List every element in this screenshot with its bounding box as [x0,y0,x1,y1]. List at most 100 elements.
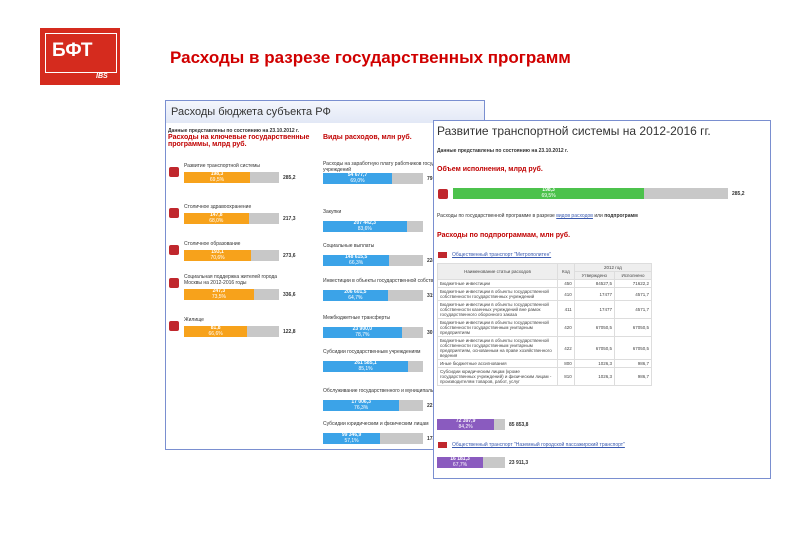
table-row: Иные бюджетные ассигнования 800 1026,3 986,… [437,359,652,368]
table-cell: Бюджетные инвестиции в объекты государст… [437,300,558,319]
link[interactable]: подпрограмм [604,213,638,219]
progress-fill: 261 585,1 85,1% [323,361,409,372]
transport-panel: Развитие транспортной системы на 2012-20… [433,120,771,479]
table-cell: 986,7 [614,367,652,386]
table-cell: 4571,7 [614,287,652,301]
table-row: Бюджетные инвестиции 450 84527,5 71622,2 [437,279,652,288]
bar-total: 336,6 [283,292,296,298]
bar-value: 206 601,5 [344,290,367,295]
bar-percent: 84,2% [458,423,473,430]
program-label: Развитие транспортной системы [184,163,261,169]
type-label: Инвестиции в объекты государственной соб… [323,278,452,284]
bar-total: 23 911,3 [509,460,529,466]
icon [169,208,179,218]
progress-bar: 147,8 68,0% [184,213,279,224]
bar-value: 247,3 [212,289,226,294]
progress-bar: 17 006,3 76,3% [323,400,423,411]
progress-bar: 72 397,9 84,2% [437,419,505,430]
bar-total: 85 853,8 [509,422,529,428]
subprogram-link[interactable]: Общественный транспорт "Наземный городск… [452,442,625,448]
bar-value: 16 181,3 [450,457,470,462]
progress-bar: 198,3 69,5% [453,188,728,199]
bar-total: 273,6 [283,253,296,259]
table-row: Бюджетные инвестиции в объекты государст… [437,287,652,301]
header-row: Наименование статьи расходов Код 2012 год [437,263,653,280]
program-label: Столичное здравоохранение [184,204,252,210]
table-row: Бюджетные инвестиции в объекты государст… [437,336,652,360]
panel-title: Расходы бюджета субъекта РФ [171,106,331,118]
bar-value: 72 397,9 [455,419,476,424]
table-cell: 17477 [573,300,616,319]
table-cell: 67050,5 [614,318,652,337]
table-cell: Иные бюджетные ассигнования [437,359,558,368]
bar-percent: 76,3% [354,404,369,411]
table-cell: 4571,7 [614,300,652,319]
bar-value: 99 346,9 [341,433,362,438]
progress-bar: 23 900,0 78,7% [323,327,423,338]
progress-fill: 206 601,5 64,7% [323,290,388,301]
table-cell: 411 [557,300,575,319]
table-row: Бюджетные инвестиции в объекты государст… [437,318,652,337]
progress-fill: 99 346,9 57,1% [323,433,381,444]
volume-header: Объем исполнения, млрд руб. [437,166,543,173]
progress-bar: 193,1 70,6% [184,250,279,261]
progress-bar: 261 585,1 85,1% [323,361,423,372]
bar-value: 198,3 [542,188,555,193]
progress-fill: 207 442,3 83,6% [323,221,407,232]
icon [169,167,179,177]
table-cell: 71622,2 [614,279,652,288]
bar-value: 17 006,3 [351,400,371,405]
type-label: Субсидии государственным учреждениям [323,349,421,355]
link[interactable]: видов расходов [556,213,593,219]
bar-percent: 69,5% [541,192,556,199]
subprogram-link[interactable]: Общественный транспорт "Метрополитен" [452,252,551,258]
icon [438,189,448,199]
progress-fill: 17 006,3 76,3% [323,400,400,411]
progress-bar: 206 601,5 64,7% [323,290,423,301]
sub-header: Расходы по подпрограммам, млн руб. [437,232,571,239]
progress-bar: 148 615,5 66,3% [323,255,423,266]
bar-percent: 83,6% [357,225,372,232]
bar-percent: 70,6% [210,254,225,261]
header-cell: Исполнено [614,271,652,280]
note: Расходы по государственной программе в р… [437,213,638,219]
logo-sub: IBS [96,73,108,80]
progress-fill: 193,1 70,6% [184,250,252,261]
bar-value: 81,8 [210,326,221,331]
table-cell: 810 [557,367,575,386]
programs-header: Расходы на ключевые государственные прог… [168,134,310,148]
table-cell: 67050,5 [614,336,652,360]
bar-percent: 68,0% [209,217,224,224]
header-cell: 2012 год [573,263,653,272]
budget-panel: Расходы бюджета субъекта РФ Данные предс… [165,100,485,450]
table-cell: 17477 [573,287,616,301]
bar-percent: 67,7% [452,461,468,468]
progress-fill: 54 677,7 69,0% [323,173,392,184]
progress-bar: 247,3 73,5% [184,289,279,300]
icon [169,321,179,331]
bar-percent: 66,6% [208,330,223,337]
icon [169,245,179,255]
table-cell: 422 [557,336,575,360]
bar-total: 285,2 [283,175,296,181]
table-row: Субсидии юридическим лицам (кроме госуда… [437,367,652,386]
bar-percent: 66,3% [349,259,364,266]
type-label: Закупки [323,209,342,215]
bar-total: 217,3 [283,216,296,222]
table-cell: Бюджетные инвестиции в объекты государст… [437,318,558,337]
type-label: Расходы на заработную плату работников г… [323,161,463,173]
type-label: Субсидии юридическим и физическим лицам [323,421,429,427]
table-cell: 450 [557,279,575,288]
table-row: Бюджетные инвестиции в объекты государст… [437,300,652,319]
table-cell: 67050,5 [573,318,616,337]
progress-bar: 54 677,7 69,0% [323,173,423,184]
link[interactable]: Общественный транспорт "Метрополитен" [452,252,552,258]
progress-bar: 16 181,3 67,7% [437,457,505,468]
progress-fill: 198,3 69,5% [453,188,645,199]
progress-fill: 247,3 73,5% [184,289,254,300]
link[interactable]: Общественный транспорт "Наземный городск… [452,442,625,448]
bar-percent: 78,7% [355,331,370,338]
progress-bar: 99 346,9 57,1% [323,433,423,444]
logo: БФТ IBS [40,28,120,85]
icon [169,278,179,288]
